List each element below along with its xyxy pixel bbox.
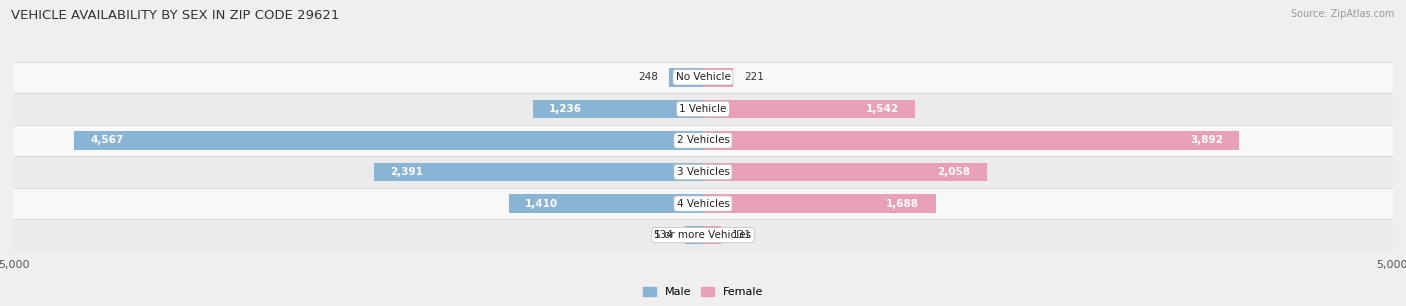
Bar	[703, 100, 915, 118]
Text: 134: 134	[654, 230, 673, 240]
Bar	[14, 125, 1392, 156]
Text: 3,892: 3,892	[1189, 136, 1223, 145]
Bar	[533, 100, 703, 118]
Bar	[703, 163, 987, 181]
Bar	[703, 68, 734, 87]
Text: 1 Vehicle: 1 Vehicle	[679, 104, 727, 114]
Bar	[669, 68, 703, 87]
Text: 3 Vehicles: 3 Vehicles	[676, 167, 730, 177]
Text: 4,567: 4,567	[90, 136, 124, 145]
Bar	[73, 131, 703, 150]
Text: 5 or more Vehicles: 5 or more Vehicles	[654, 230, 752, 240]
Legend: Male, Female: Male, Female	[638, 282, 768, 302]
Text: 1,542: 1,542	[866, 104, 898, 114]
Bar	[703, 131, 1239, 150]
Text: 1,236: 1,236	[550, 104, 582, 114]
Bar	[14, 219, 1392, 251]
Bar	[14, 93, 1392, 125]
Text: 221: 221	[744, 72, 765, 82]
Bar	[703, 194, 935, 213]
Text: 1,410: 1,410	[526, 199, 558, 209]
Text: 248: 248	[638, 72, 658, 82]
Bar	[14, 188, 1392, 219]
Bar	[14, 156, 1392, 188]
Text: 2 Vehicles: 2 Vehicles	[676, 136, 730, 145]
Text: Source: ZipAtlas.com: Source: ZipAtlas.com	[1291, 9, 1395, 19]
Text: VEHICLE AVAILABILITY BY SEX IN ZIP CODE 29621: VEHICLE AVAILABILITY BY SEX IN ZIP CODE …	[11, 9, 340, 22]
Bar	[509, 194, 703, 213]
Bar	[703, 226, 721, 244]
Text: No Vehicle: No Vehicle	[675, 72, 731, 82]
Bar	[374, 163, 703, 181]
Text: 2,391: 2,391	[389, 167, 423, 177]
Text: 2,058: 2,058	[936, 167, 970, 177]
Bar	[685, 226, 703, 244]
Text: 4 Vehicles: 4 Vehicles	[676, 199, 730, 209]
Bar	[14, 62, 1392, 93]
Text: 131: 131	[733, 230, 752, 240]
Text: 1,688: 1,688	[886, 199, 920, 209]
